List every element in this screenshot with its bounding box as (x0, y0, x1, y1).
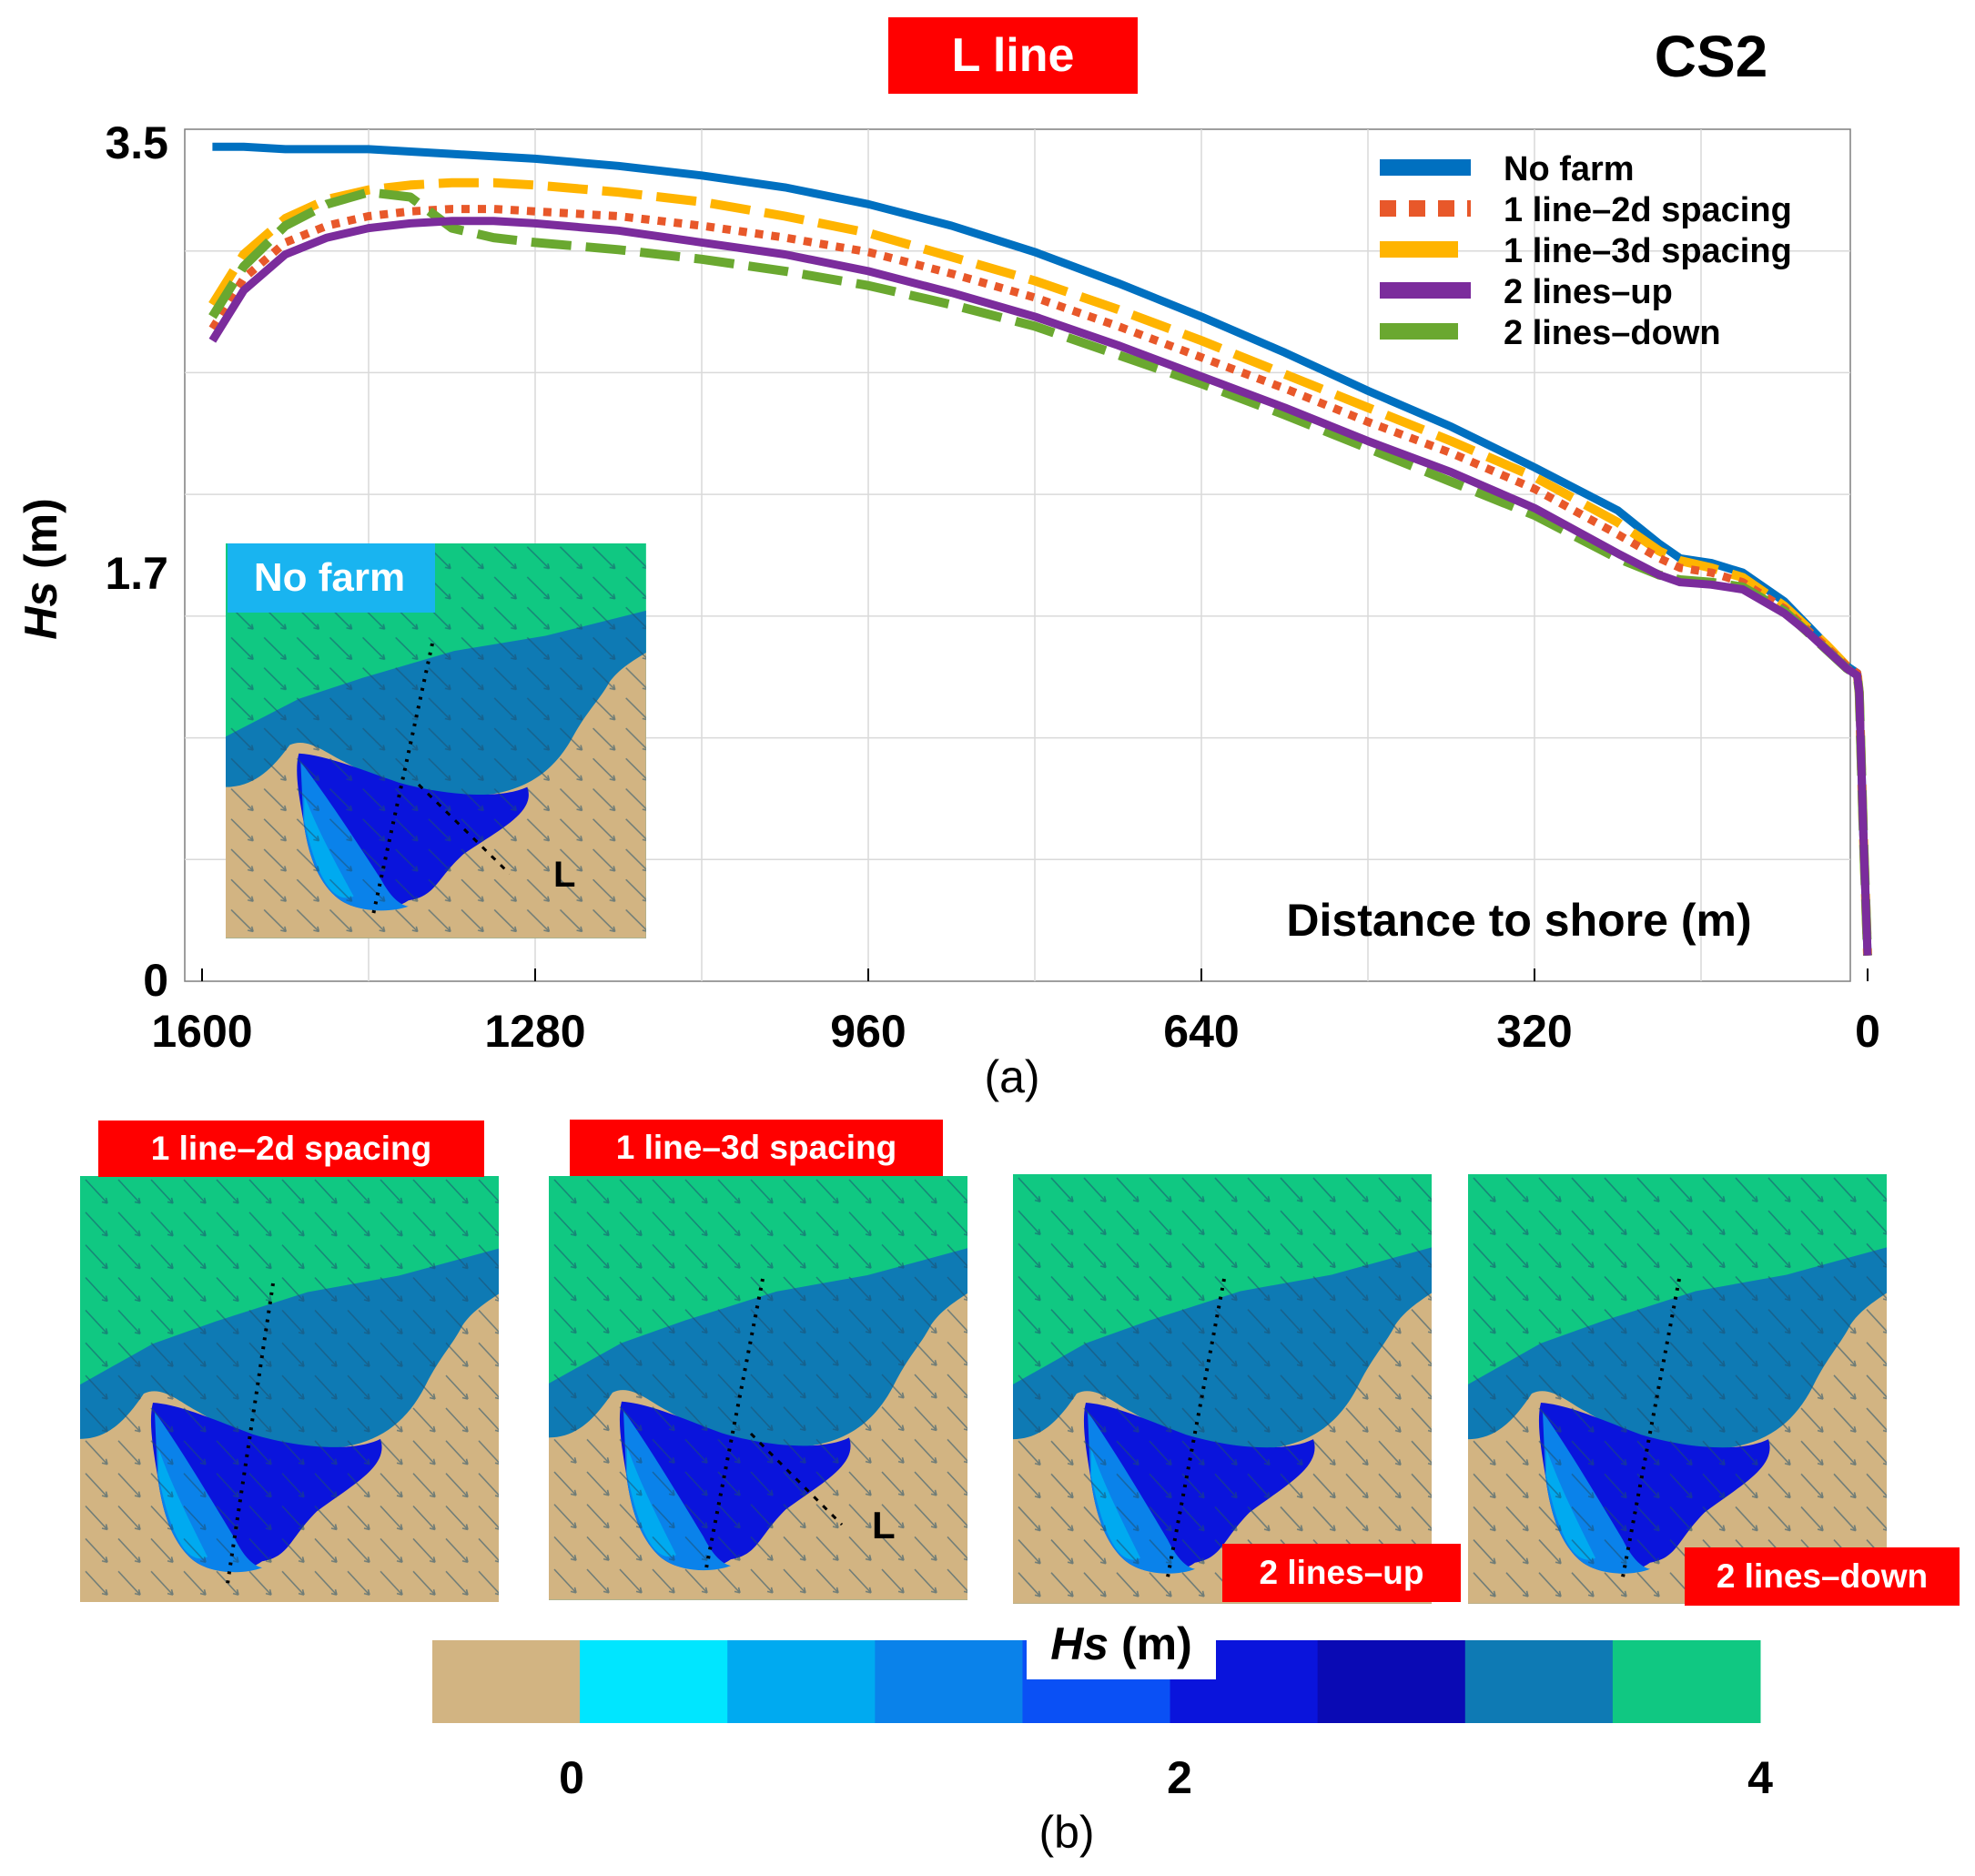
colorbar-segment (432, 1640, 581, 1723)
x-tick-label: 960 (830, 1006, 906, 1057)
panel-a: 1600 1280 960 640 320 0 0 1.7 3.5 No farm L Dist… (15, 24, 1880, 1102)
series-line-2 (208, 177, 1872, 956)
legend-label-0: No farm (1504, 150, 1635, 188)
ticks: 1600 1280 960 640 320 0 0 1.7 3.5 (105, 117, 1879, 1057)
colorbar (432, 1640, 1761, 1723)
inset-map-no-farm (226, 543, 646, 938)
map-label-2-lines-down: 2 lines–down (1685, 1547, 1960, 1606)
colorbar-segment (1612, 1640, 1761, 1723)
colorbar-segment (580, 1640, 728, 1723)
y-tick-label: 3.5 (105, 117, 168, 168)
x-tick-label: 320 (1496, 1006, 1572, 1057)
legend-label-3: 2 lines–up (1504, 273, 1673, 311)
caption-a: (a) (984, 1051, 1039, 1102)
inset-label-box (228, 543, 435, 613)
colorbar-tick-4: 4 (1747, 1752, 1773, 1803)
y-tick-label: 1.7 (105, 548, 168, 599)
y-tick-label: 0 (143, 955, 168, 1006)
inset-transect-line (371, 643, 434, 916)
inset-l-line (417, 783, 511, 876)
caption-b: (b) (1038, 1807, 1094, 1858)
map-label-2-lines-up: 2 lines–up (1222, 1544, 1461, 1602)
map-1-line-3d-spacing (549, 1176, 967, 1600)
panel-b: L Hs (m) 0 2 4 (b) (80, 1174, 1887, 1858)
map-label-1-line-2d-spacing: 1 line–2d spacing (98, 1121, 484, 1177)
legend-label-4: 2 lines–down (1504, 314, 1721, 352)
map-1-line-2d-spacing (80, 1176, 499, 1602)
colorbar-tick-2: 2 (1167, 1752, 1192, 1803)
series-line-0 (212, 142, 1872, 956)
legend-label-1: 1 line–2d spacing (1504, 191, 1792, 229)
colorbar-segment (875, 1640, 1023, 1723)
colorbar-title-bg (1027, 1611, 1216, 1679)
series-line-4 (208, 188, 1872, 956)
series-group (208, 142, 1872, 956)
case-label: CS2 (1655, 24, 1768, 89)
inset-l-marker: L (553, 855, 575, 895)
title-badge: L line (888, 17, 1138, 94)
x-tick-label: 640 (1163, 1006, 1239, 1057)
colorbar-segment (1464, 1640, 1614, 1723)
colorbar-segment (727, 1640, 876, 1723)
map-2-l-marker: L (872, 1504, 896, 1546)
y-axis-label: Hs (m) (15, 498, 66, 640)
x-tick-label: 0 (1855, 1006, 1880, 1057)
inset-label: No farm (254, 555, 405, 600)
map-label-1-line-3d-spacing: 1 line–3d spacing (570, 1120, 943, 1176)
map-2-lines-down (1468, 1174, 1887, 1604)
x-tick-label: 1600 (151, 1006, 252, 1057)
legend-label-2: 1 line–3d spacing (1504, 232, 1792, 270)
colorbar-tick-0: 0 (559, 1752, 584, 1803)
colorbar-segment (1317, 1640, 1466, 1723)
x-axis-label: Distance to shore (m) (1286, 895, 1751, 946)
series-line-3 (208, 217, 1872, 956)
map-2-lines-up (1013, 1174, 1432, 1604)
colorbar-title: Hs (m) (1050, 1618, 1192, 1669)
x-tick-label: 1280 (484, 1006, 585, 1057)
